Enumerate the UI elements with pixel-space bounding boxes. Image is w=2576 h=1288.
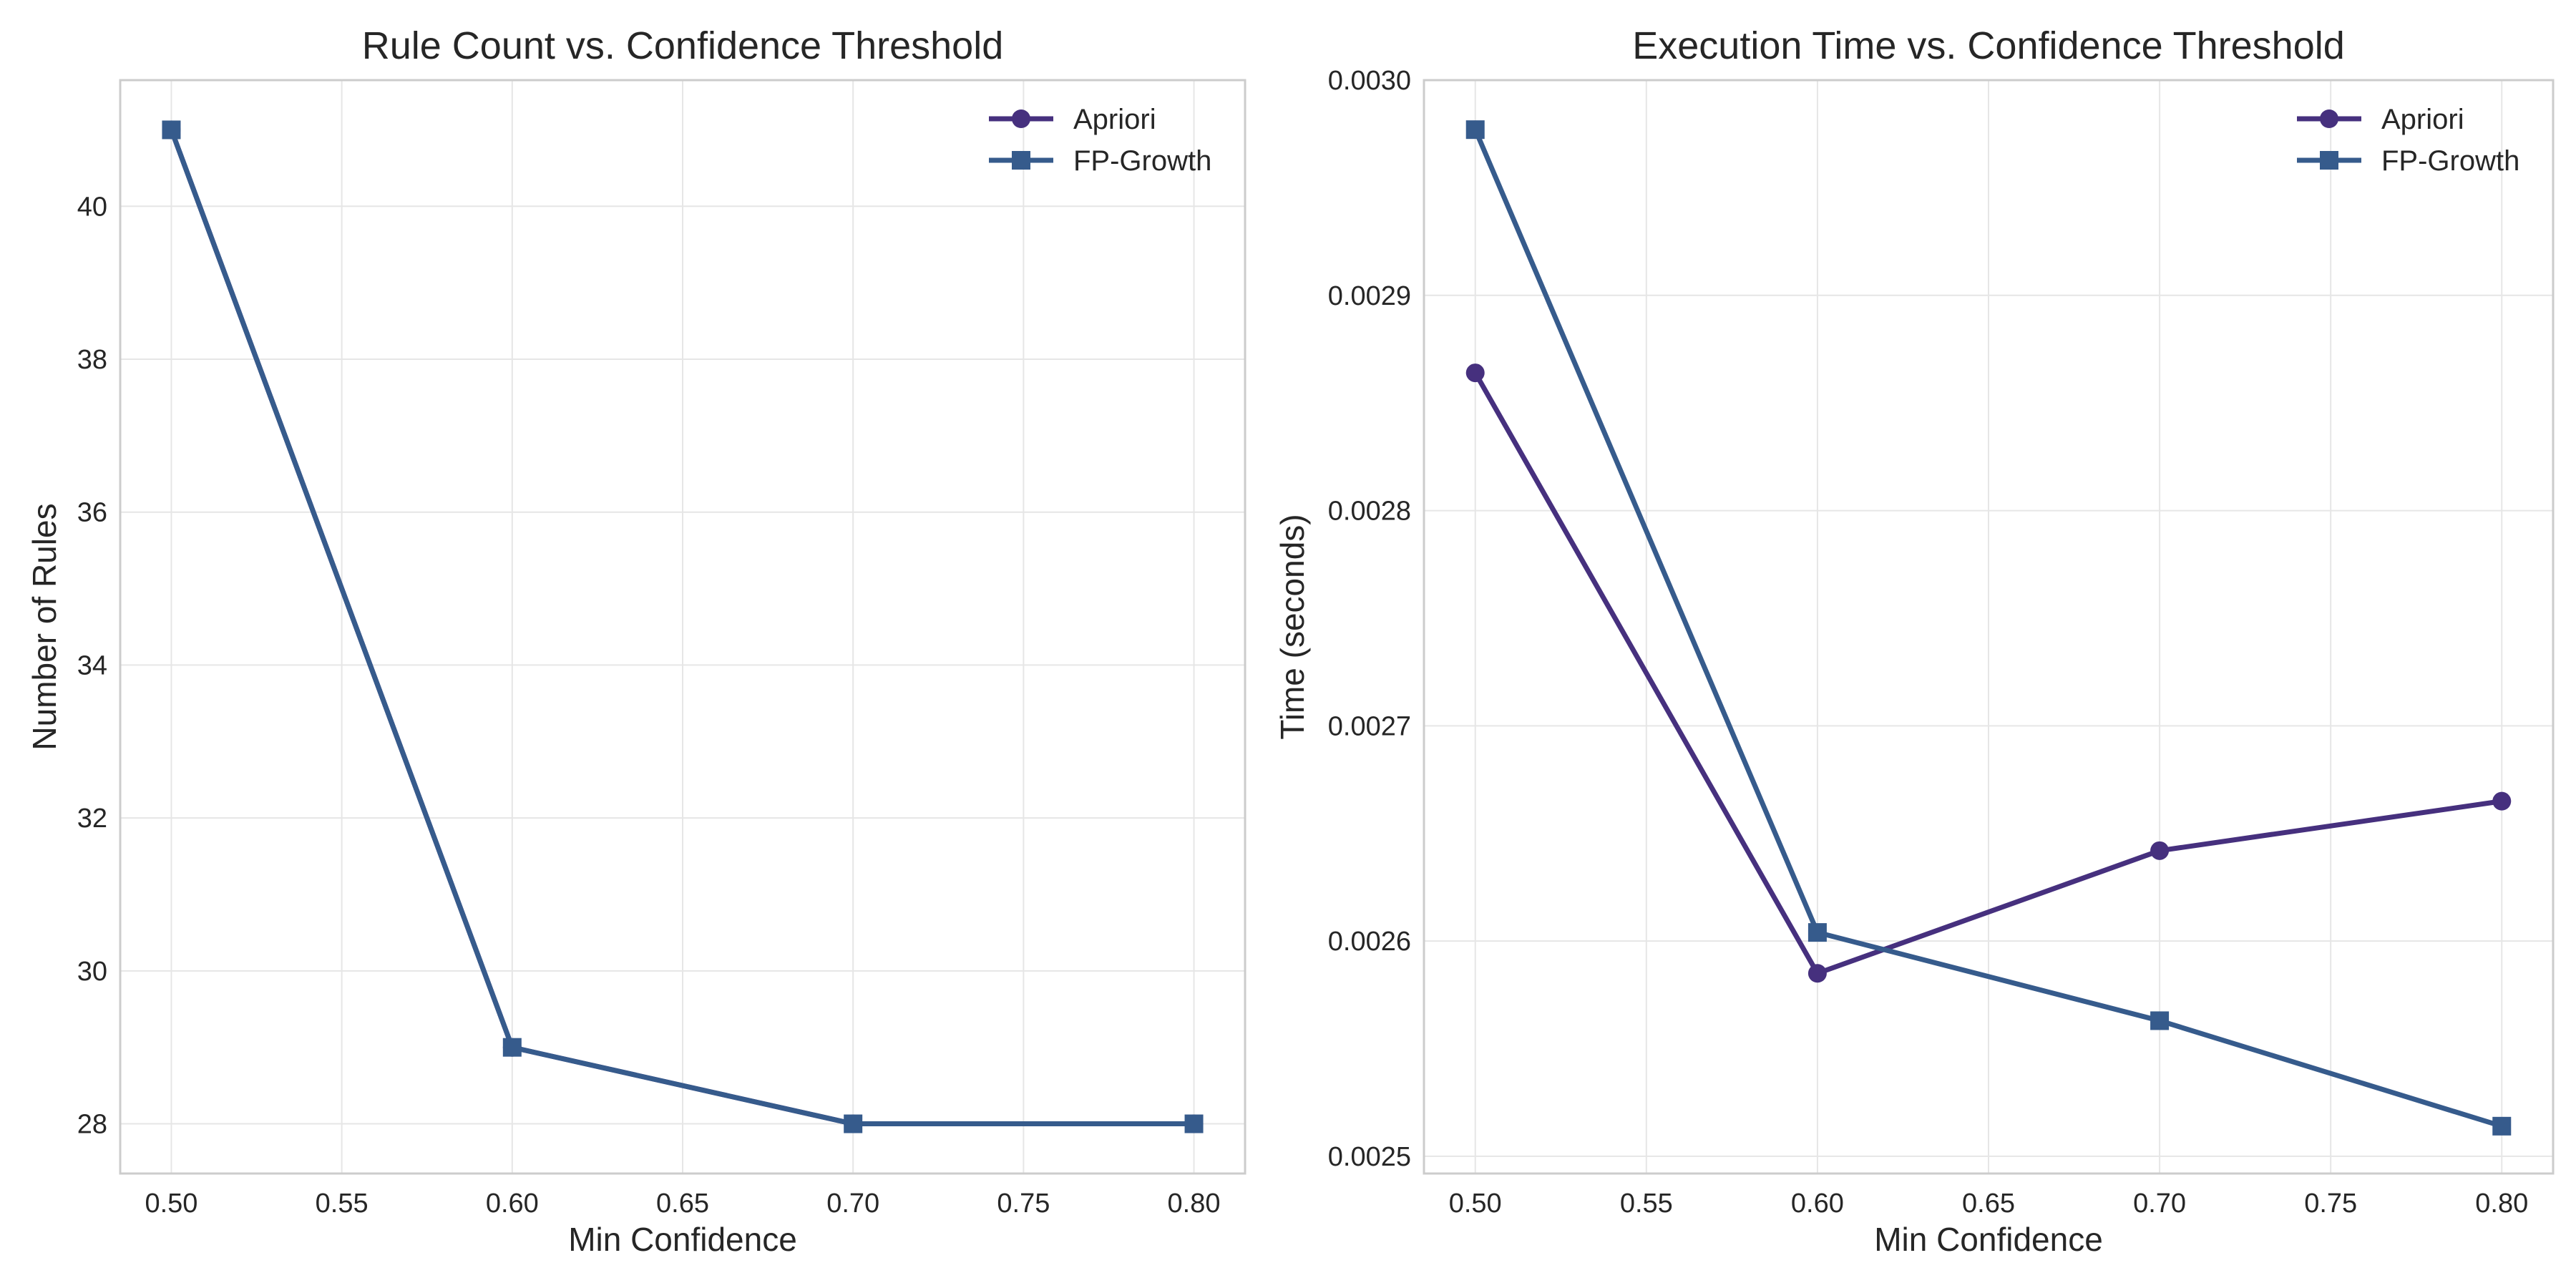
chart-panel-1: 0.50 0.55 0.60 0.65 0.70 0.75 0.80 28 30 32 34 36 38… <box>26 24 1246 1258</box>
y-tick-label: 0.0030 <box>1328 66 1411 96</box>
legend-label: FP-Growth <box>2381 145 2519 177</box>
x-tick-label: 0.60 <box>486 1189 539 1219</box>
series-line <box>1473 371 2502 976</box>
data-point <box>2150 1011 2170 1030</box>
y-tick-label: 40 <box>77 192 107 222</box>
data-point <box>162 120 181 140</box>
x-tick-label: 0.50 <box>1449 1189 1502 1219</box>
legend-marker <box>2320 151 2338 170</box>
y-tick-label: 0.0026 <box>1328 927 1411 957</box>
plot-frame <box>1423 79 2555 1175</box>
y-tick-label: 34 <box>77 650 107 680</box>
gridlines <box>120 80 1245 1174</box>
y-tick-label: 32 <box>77 804 107 834</box>
chart-title: Rule Count vs. Confidence Threshold <box>362 24 1004 67</box>
data-point <box>2150 841 2170 860</box>
legend: Apriori FP-Growth <box>2297 104 2519 177</box>
legend-marker <box>1012 151 1030 170</box>
y-tick-label: 0.0025 <box>1328 1142 1411 1172</box>
gridlines <box>1424 79 2553 1174</box>
data-point <box>1184 1114 1204 1133</box>
x-tick-label: 0.50 <box>145 1189 197 1219</box>
legend-marker <box>2320 109 2338 128</box>
x-tick-label: 0.75 <box>2304 1189 2357 1219</box>
y-axis-label: Time (seconds) <box>1274 514 1311 739</box>
data-point <box>1465 120 1485 140</box>
series-fp-growth <box>1465 120 2512 1136</box>
chart-title: Execution Time vs. Confidence Threshold <box>1632 24 2345 67</box>
y-tick-label: 0.0028 <box>1328 497 1411 527</box>
legend: Apriori FP-Growth <box>989 104 1211 177</box>
x-tick-label: 0.55 <box>1620 1189 1673 1219</box>
y-tick-label: 0.0027 <box>1328 711 1411 741</box>
y-tick-label: 30 <box>77 957 107 987</box>
series-fp-growth <box>162 120 1204 1133</box>
x-axis-label: Min Confidence <box>1874 1221 2103 1258</box>
data-point <box>1807 923 1827 942</box>
legend-label: FP-Growth <box>1073 145 1211 177</box>
data-point <box>844 1114 863 1133</box>
legend-label: Apriori <box>2381 104 2464 135</box>
legend-label: Apriori <box>1073 104 1156 135</box>
x-tick-label: 0.55 <box>316 1189 369 1219</box>
chart-panel-2: 0.50 0.55 0.60 0.65 0.70 0.75 0.80 0.0025 0.0026… <box>1274 24 2555 1258</box>
data-point <box>2492 791 2512 811</box>
data-point <box>1807 964 1827 983</box>
y-tick-label: 36 <box>77 498 107 528</box>
data-point <box>502 1038 522 1057</box>
series-line <box>1473 128 2503 1129</box>
x-tick-label: 0.60 <box>1791 1189 1844 1219</box>
y-axis-label: Number of Rules <box>26 503 63 750</box>
legend-marker <box>1012 109 1030 128</box>
plot-frame <box>119 79 1246 1175</box>
x-axis-label: Min Confidence <box>568 1221 797 1258</box>
series-apriori <box>1465 364 2512 983</box>
y-tick-label: 28 <box>77 1110 107 1140</box>
x-tick-label: 0.65 <box>656 1189 709 1219</box>
x-tick-label: 0.80 <box>2475 1189 2528 1219</box>
data-point <box>1465 364 1485 383</box>
data-point <box>2492 1116 2512 1136</box>
y-tick-label: 38 <box>77 345 107 375</box>
y-tick-label: 0.0029 <box>1328 281 1411 311</box>
x-tick-label: 0.75 <box>997 1189 1050 1219</box>
x-tick-label: 0.65 <box>1962 1189 2015 1219</box>
x-tick-label: 0.80 <box>1168 1189 1221 1219</box>
x-tick-label: 0.70 <box>826 1189 879 1219</box>
x-tick-label: 0.70 <box>2133 1189 2186 1219</box>
series-line <box>169 129 1194 1127</box>
